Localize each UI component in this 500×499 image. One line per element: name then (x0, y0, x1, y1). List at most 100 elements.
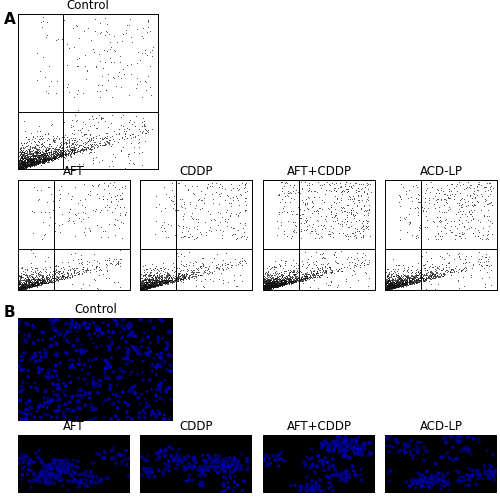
Point (144, 269, 152, 277)
Point (120, 135, 128, 143)
Point (28, 280, 36, 288)
Point (61, 460, 69, 468)
Point (332, 196, 340, 204)
Point (139, 24, 147, 32)
Point (77, 251, 85, 259)
Point (264, 284, 272, 292)
Point (42, 276, 50, 284)
Point (396, 280, 404, 288)
Point (26, 158, 34, 166)
Point (222, 487, 230, 495)
Point (438, 232, 446, 240)
Point (22, 280, 30, 288)
Point (38, 279, 46, 287)
Point (52, 324, 60, 332)
Point (88, 45, 96, 53)
Point (268, 271, 276, 279)
Point (17, 278, 25, 286)
Point (430, 273, 438, 281)
Point (118, 457, 126, 465)
Point (26, 276, 34, 284)
Point (42, 157, 50, 165)
Point (56, 385, 64, 393)
Point (348, 444, 356, 452)
Point (97, 28, 105, 36)
Point (14, 160, 22, 168)
Point (340, 447, 348, 455)
Point (385, 284, 393, 292)
Point (77, 145, 85, 153)
Point (262, 277, 270, 285)
Point (144, 464, 152, 472)
Point (312, 269, 320, 277)
Point (391, 278, 399, 286)
Point (220, 464, 228, 472)
Point (105, 328, 113, 336)
Point (359, 217, 367, 225)
Point (216, 183, 224, 191)
Point (139, 280, 147, 288)
Point (282, 279, 290, 287)
Point (214, 458, 222, 466)
Point (459, 230, 467, 238)
Point (272, 274, 280, 282)
Point (78, 346, 86, 354)
Point (18, 281, 26, 289)
Point (28, 146, 36, 154)
Point (342, 277, 349, 285)
Point (58, 35, 66, 43)
Point (30, 325, 38, 333)
Point (58, 152, 66, 160)
Point (221, 479, 229, 487)
Point (274, 282, 282, 290)
Point (344, 261, 352, 269)
Point (100, 114, 108, 122)
Point (341, 450, 349, 458)
Point (16, 279, 24, 287)
Point (42, 157, 50, 165)
Point (452, 455, 460, 463)
Point (14, 161, 22, 169)
Point (424, 273, 432, 281)
Point (18, 283, 25, 291)
Point (164, 340, 172, 348)
Point (442, 200, 450, 208)
Point (432, 268, 440, 276)
Point (46, 155, 54, 163)
Point (196, 480, 204, 488)
Point (326, 263, 334, 271)
Point (68, 320, 76, 328)
Point (146, 347, 154, 355)
Point (22, 277, 30, 285)
Point (16, 285, 24, 293)
Point (290, 270, 298, 278)
Point (392, 281, 400, 289)
Point (19, 163, 27, 171)
Point (392, 282, 400, 290)
Point (152, 217, 160, 225)
Point (272, 281, 280, 289)
Point (234, 463, 241, 471)
Point (390, 279, 398, 287)
Point (90, 140, 98, 148)
Point (284, 217, 292, 225)
Point (20, 162, 28, 170)
Point (26, 160, 34, 168)
Point (42, 157, 50, 165)
Point (38, 157, 46, 165)
Point (34, 278, 42, 286)
Point (403, 272, 411, 280)
Point (23, 282, 31, 290)
Point (107, 197, 115, 205)
Point (274, 191, 282, 199)
Point (222, 208, 230, 216)
Point (288, 277, 296, 285)
Point (40, 156, 48, 164)
Point (78, 349, 86, 357)
Point (261, 282, 269, 290)
Point (384, 285, 392, 293)
Point (410, 273, 418, 281)
Point (152, 280, 160, 288)
Point (265, 283, 273, 291)
Point (95, 259, 103, 267)
